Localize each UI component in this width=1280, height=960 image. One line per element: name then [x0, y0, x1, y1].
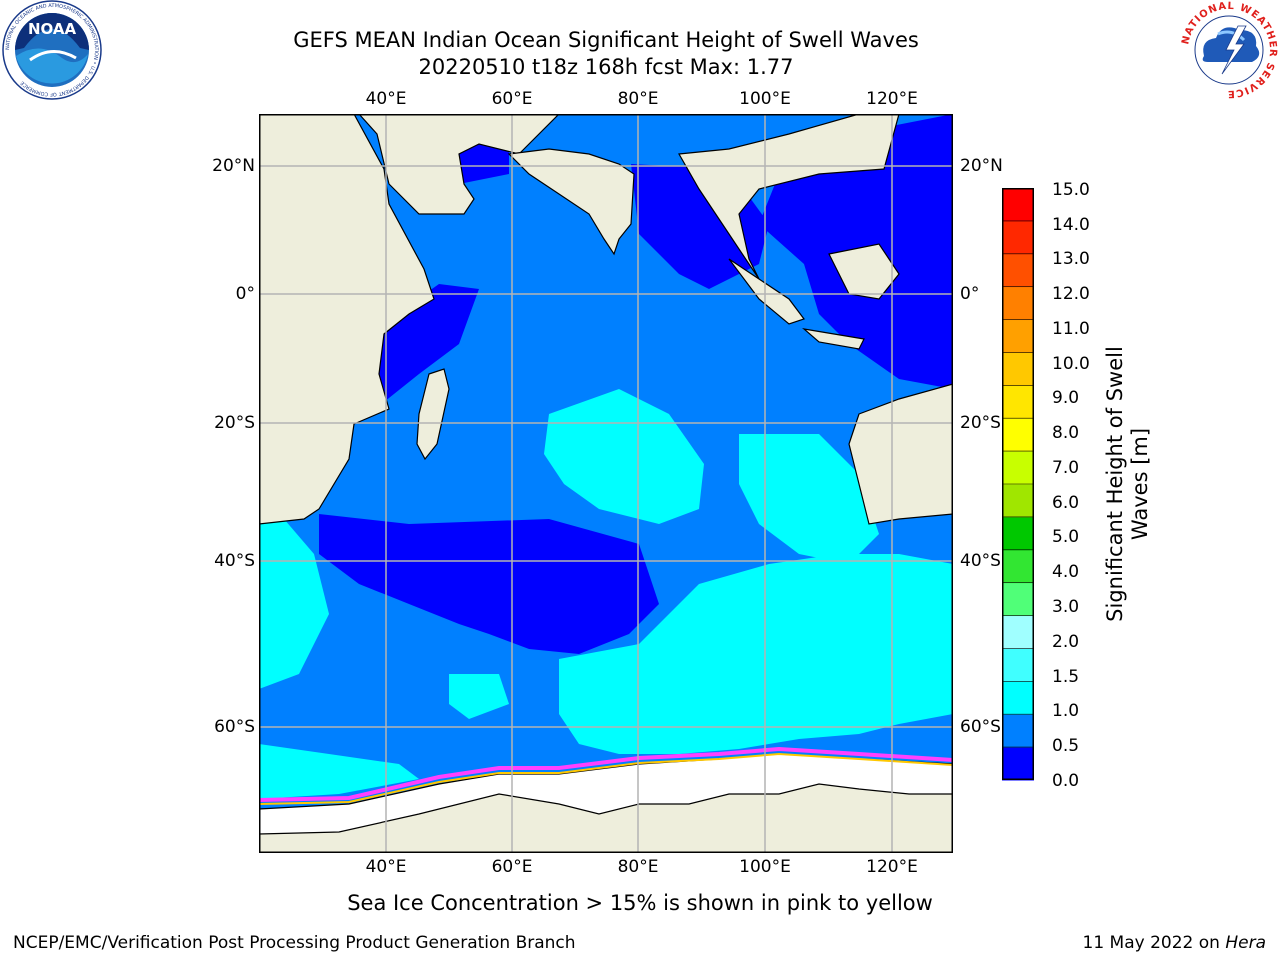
- graticule: [259, 114, 953, 853]
- colorbar-segment: [1002, 418, 1034, 452]
- colorbar-tick: 2.0: [1052, 632, 1080, 652]
- colorbar-tick: 7.0: [1052, 458, 1080, 478]
- noaa-logo-icon: NOAA NATIONAL OCEANIC AND ATMOSPHERIC AD…: [2, 0, 102, 100]
- colorbar-tick: 5.0: [1052, 527, 1080, 547]
- map-border: [259, 114, 953, 853]
- colorbar-segment: [1002, 714, 1034, 748]
- land-masses: [259, 114, 953, 853]
- footer-date: 11 May 2022 on Hera: [1083, 933, 1267, 953]
- colorbar-segment: [1002, 188, 1034, 222]
- footer-date-text: 11 May 2022 on: [1082, 933, 1226, 953]
- colorbar-segment: [1002, 286, 1034, 321]
- colorbar-segment: [1002, 582, 1034, 617]
- colorbar-tick: 13.0: [1052, 249, 1090, 269]
- colorbar-segment: [1002, 451, 1034, 485]
- colorbar-label: Significant Height of Swell Waves [m]: [1103, 284, 1153, 684]
- colorbar: [1002, 188, 1034, 781]
- lat-label-right-20n: 20°N: [960, 156, 1003, 176]
- colorbar-tick: 6.0: [1052, 493, 1080, 513]
- lon-label-bottom-100e: 100°E: [739, 857, 791, 877]
- colorbar-segment: [1002, 549, 1034, 584]
- colorbar-segment: [1002, 681, 1034, 715]
- colorbar-tick: 1.5: [1052, 667, 1080, 687]
- colorbar-label-line2: Waves [m]: [1128, 427, 1152, 541]
- map-subtitle: 20220510 t18z 168h fcst Max: 1.77: [418, 55, 794, 79]
- lon-label-top-60e: 60°E: [491, 89, 533, 109]
- colorbar-tick: 1.0: [1052, 701, 1080, 721]
- colorbar-tick: 8.0: [1052, 423, 1080, 443]
- colorbar-tick: 3.0: [1052, 597, 1080, 617]
- sea-ice-edge: [259, 746, 953, 802]
- colorbar-segment: [1002, 319, 1034, 353]
- swell-height-map: [259, 114, 953, 853]
- colorbar-tick: 10.0: [1052, 354, 1090, 374]
- colorbar-segment: [1002, 385, 1034, 419]
- colorbar-segment: [1002, 516, 1034, 551]
- colorbar-tick: 12.0: [1052, 284, 1090, 304]
- colorbar-tick: 4.0: [1052, 562, 1080, 582]
- colorbar-segment: [1002, 747, 1034, 781]
- lat-label-left-20n: 20°N: [212, 156, 255, 176]
- lat-label-right-0: 0°: [960, 284, 980, 304]
- colorbar-segment: [1002, 253, 1034, 288]
- lon-label-bottom-40e: 40°E: [365, 857, 407, 877]
- footer-credit: NCEP/EMC/Verification Post Processing Pr…: [13, 933, 576, 953]
- lat-label-left-40s: 40°S: [214, 551, 255, 571]
- colorbar-tick: 0.0: [1052, 771, 1080, 791]
- lon-label-top-80e: 80°E: [617, 89, 659, 109]
- colorbar-segment: [1002, 220, 1034, 255]
- map-title: GEFS MEAN Indian Ocean Significant Heigh…: [293, 28, 919, 52]
- colorbar-segment: [1002, 484, 1034, 518]
- noaa-logo-text: NOAA: [28, 20, 77, 38]
- lat-label-left-20s: 20°S: [214, 413, 255, 433]
- lon-label-top-120e: 120°E: [866, 89, 918, 109]
- lon-label-top-40e: 40°E: [365, 89, 407, 109]
- lat-label-right-60s: 60°S: [960, 717, 1001, 737]
- colorbar-tick: 14.0: [1052, 215, 1090, 235]
- colorbar-segment: [1002, 648, 1034, 682]
- lat-label-right-20s: 20°S: [960, 413, 1001, 433]
- sea-ice-edge-inner: [259, 752, 953, 805]
- footer-machine: Hera: [1225, 933, 1266, 953]
- colorbar-label-line1: Significant Height of Swell: [1103, 346, 1127, 622]
- colorbar-tick: 9.0: [1052, 388, 1080, 408]
- colorbar-border: [1002, 188, 1034, 780]
- colorbar-segment: [1002, 352, 1034, 386]
- lon-label-top-100e: 100°E: [739, 89, 791, 109]
- colorbar-tick: 15.0: [1052, 180, 1090, 200]
- lat-label-right-40s: 40°S: [960, 551, 1001, 571]
- lat-label-left-60s: 60°S: [214, 717, 255, 737]
- lon-label-bottom-80e: 80°E: [617, 857, 659, 877]
- lon-label-bottom-60e: 60°E: [491, 857, 533, 877]
- lon-label-bottom-120e: 120°E: [866, 857, 918, 877]
- colorbar-tick: 11.0: [1052, 319, 1090, 339]
- nws-logo-icon: NATIONAL WEATHER SERVICE: [1180, 1, 1277, 99]
- colorbar-segment: [1002, 615, 1034, 649]
- sea-ice-note: Sea Ice Concentration > 15% is shown in …: [347, 891, 933, 915]
- colorbar-tick: 0.5: [1052, 736, 1080, 756]
- lat-label-left-0: 0°: [235, 284, 255, 304]
